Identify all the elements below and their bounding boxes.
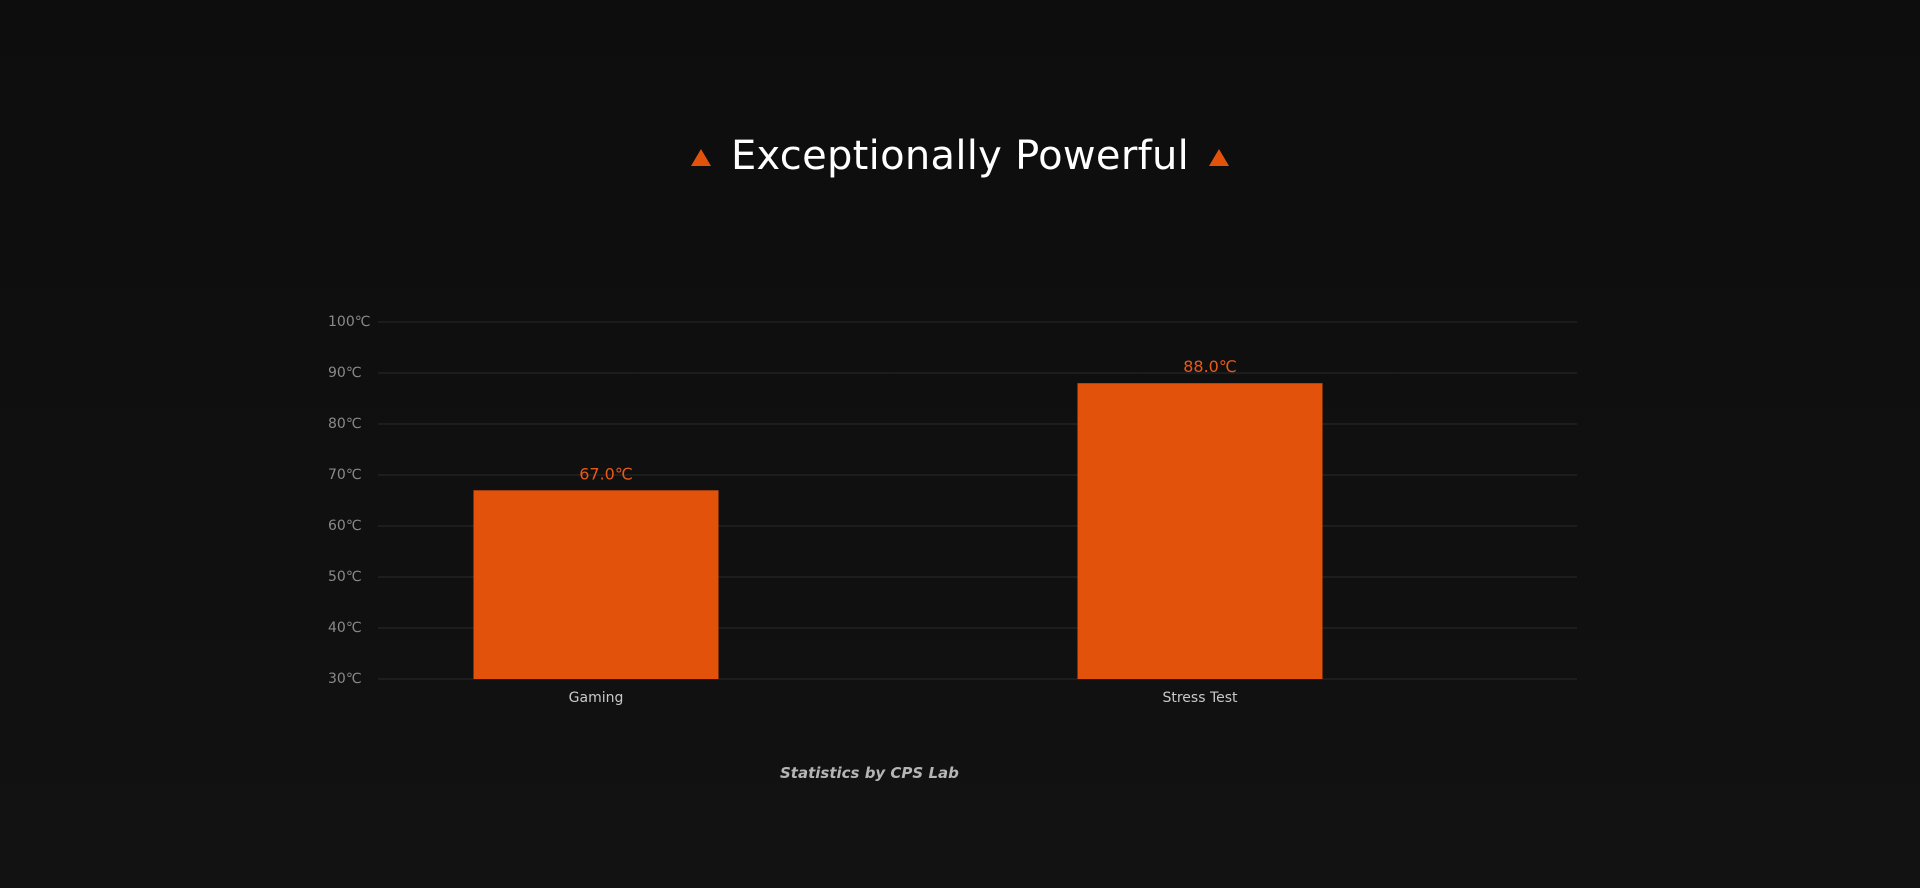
x-category-label: Stress Test <box>1162 690 1238 706</box>
y-tick-label: 80℃ <box>328 416 362 432</box>
triangle-up-icon <box>1209 148 1230 166</box>
triangle-up-icon <box>690 148 711 166</box>
y-tick-label: 60℃ <box>328 518 362 534</box>
y-tick-label: 100℃ <box>328 314 370 330</box>
page-title: Exceptionally Powerful <box>730 133 1190 179</box>
data-label: 88.0℃ <box>1183 357 1237 376</box>
y-tick-label: 70℃ <box>328 467 362 483</box>
y-tick-label: 50℃ <box>328 569 362 585</box>
x-category-label: Gaming <box>569 690 624 706</box>
data-label: 67.0℃ <box>579 464 633 483</box>
y-tick-label: 40℃ <box>328 620 362 636</box>
statistics-credit: Statistics by CPS Lab <box>780 764 959 782</box>
y-tick-label: 30℃ <box>328 671 362 687</box>
y-tick-label: 90℃ <box>328 365 362 381</box>
bar <box>473 490 719 679</box>
bar <box>1077 383 1323 679</box>
page-header: Exceptionally Powerful <box>0 128 1920 184</box>
